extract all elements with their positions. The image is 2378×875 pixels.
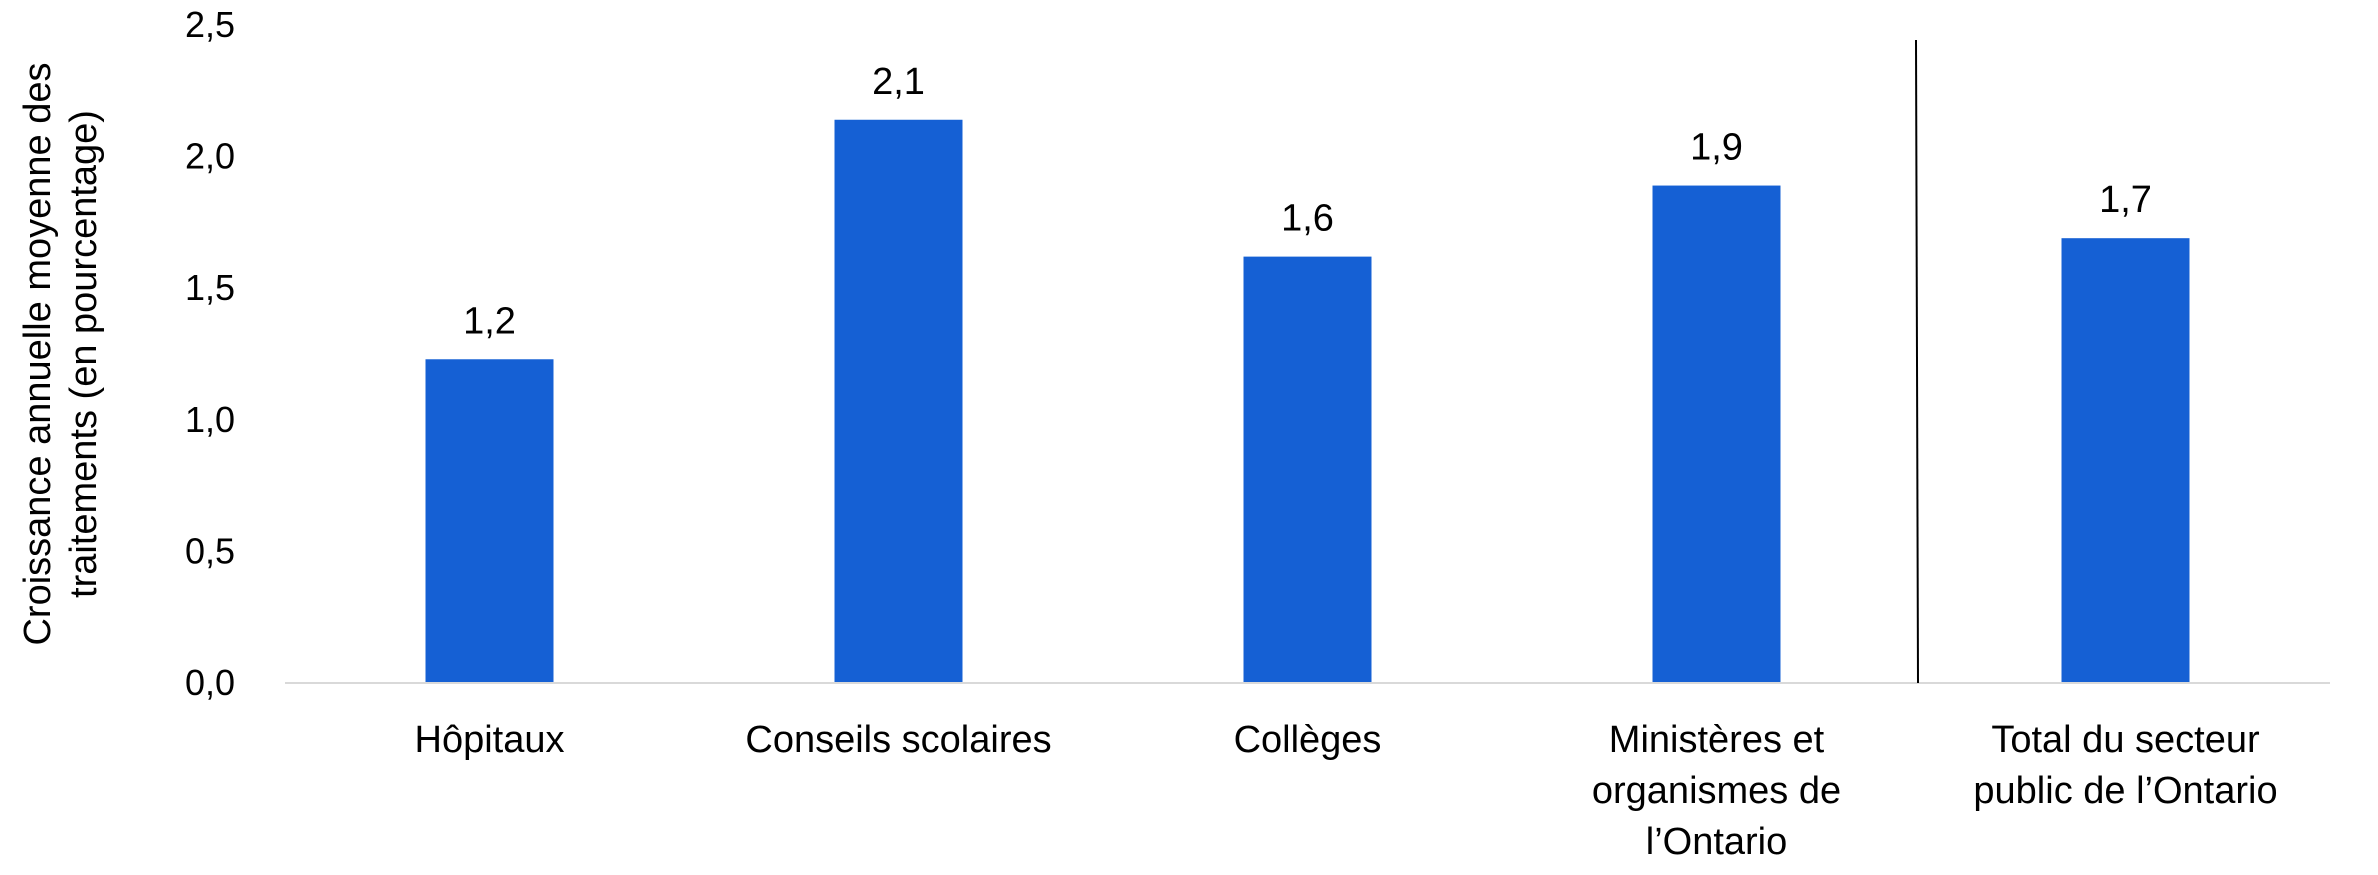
bar	[425, 359, 554, 683]
category-label-line: public de l’Ontario	[1973, 770, 2277, 812]
separator-line	[1915, 39, 1919, 684]
data-label: 1,7	[2099, 179, 2152, 221]
data-label: 1,2	[463, 300, 516, 342]
y-tick-label: 1,0	[185, 399, 235, 440]
category-label: Ministères et organismes de l’Ontario	[1592, 719, 1841, 863]
category-label-line: Hôpitaux	[415, 719, 565, 761]
bar	[2061, 238, 2190, 683]
category-label: Collèges	[1234, 719, 1382, 761]
data-label: 1,6	[1281, 198, 1334, 240]
y-tick-label: 0,5	[185, 530, 235, 571]
y-tick-label: 2,0	[185, 136, 235, 177]
y-axis-title: Croissance annuelle moyenne des traitemen…	[17, 62, 105, 645]
data-label: 1,9	[1690, 127, 1743, 169]
y-tick-label: 2,5	[185, 4, 235, 45]
y-axis-title-line: traitements (en pourcentage)	[63, 110, 105, 598]
bar	[1652, 185, 1781, 683]
y-tick-label: 1,5	[185, 267, 235, 308]
data-labels: 1,2 2,1 1,6 1,9 1,7	[463, 61, 2152, 343]
y-axis-title-line: Croissance annuelle moyenne des	[17, 62, 59, 645]
category-labels: Hôpitaux Conseils scolaires Collèges Minist…	[415, 719, 2278, 863]
category-label-line: organismes de	[1592, 770, 1841, 812]
category-label: Conseils scolaires	[745, 719, 1051, 761]
category-label: Hôpitaux	[415, 719, 565, 761]
category-label-line: Ministères et	[1609, 719, 1825, 761]
category-label-line: Total du secteur	[1991, 719, 2260, 761]
y-axis-ticks: 0,0 0,5 1,0 1,5 2,0 2,5	[185, 4, 235, 703]
data-label: 2,1	[872, 61, 925, 103]
bar	[834, 119, 963, 683]
bars	[425, 119, 2190, 683]
y-tick-label: 0,0	[185, 662, 235, 703]
category-label-line: Collèges	[1234, 719, 1382, 761]
category-label-line: Conseils scolaires	[745, 719, 1051, 761]
category-label: Total du secteur public de l’Ontario	[1973, 719, 2277, 812]
bar	[1243, 256, 1372, 683]
category-label-line: l’Ontario	[1646, 821, 1788, 863]
